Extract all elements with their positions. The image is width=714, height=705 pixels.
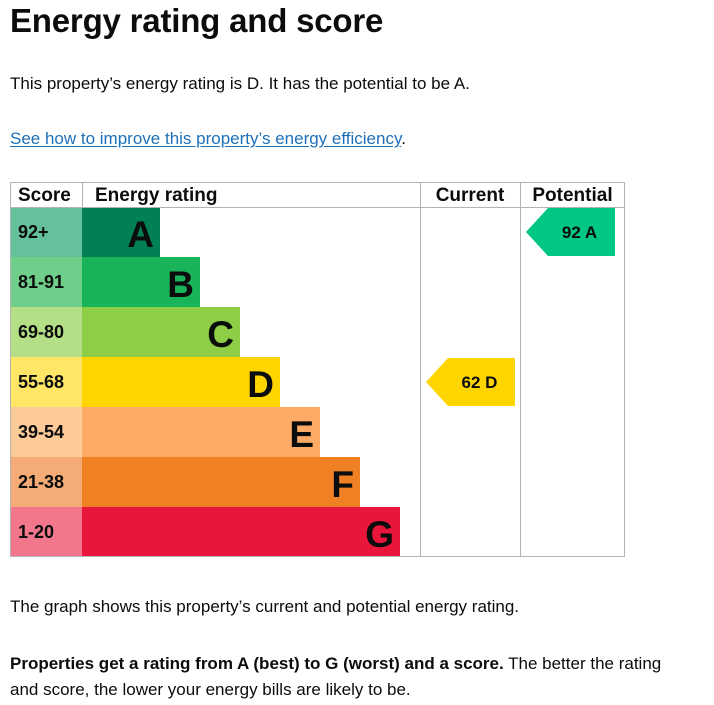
score-range-d: 55-68: [18, 372, 64, 392]
improve-line: See how to improve this property’s energ…: [10, 129, 406, 149]
current-arrow: [426, 358, 515, 406]
rating-letter-e: E: [289, 414, 314, 455]
score-cell-b: [10, 257, 82, 307]
score-range-f: 21-38: [18, 472, 64, 492]
rating-column-header: Energy rating: [95, 185, 217, 206]
score-cell-d: [10, 357, 82, 407]
graph-note: The graph shows this property’s current …: [10, 597, 520, 616]
rating-bar-g: [82, 507, 400, 557]
rating-note-rest: The better the rating and score, the low…: [10, 654, 662, 699]
score-cell-c: [10, 307, 82, 357]
improve-efficiency-link[interactable]: See how to improve this property’s energ…: [10, 129, 402, 148]
potential-column-header: Potential: [532, 185, 612, 206]
rating-letter-d: D: [247, 364, 274, 405]
rating-note-bold: Properties get a rating from A (best) to…: [10, 654, 504, 673]
score-range-c: 69-80: [18, 322, 64, 342]
rating-letter-b: B: [167, 264, 194, 305]
current-column-header: Current: [436, 185, 505, 206]
score-cell-g: [10, 507, 82, 557]
chart-border: [10, 182, 625, 557]
energy-rating-chart: Score Energy rating Current Potential 92+ A 81…: [10, 182, 625, 557]
rating-letter-c: C: [207, 314, 234, 355]
score-cell-e: [10, 407, 82, 457]
rating-bar-f: [82, 457, 360, 507]
score-cell-f: [10, 457, 82, 507]
rating-bar-e: [82, 407, 320, 457]
rating-letter-a: A: [127, 214, 154, 255]
improve-suffix: .: [401, 129, 406, 148]
score-range-g: 1-20: [18, 522, 54, 542]
rating-bar-a: [82, 207, 160, 257]
score-range-b: 81-91: [18, 272, 64, 292]
current-rating-label: 62 D: [462, 373, 498, 392]
rating-letter-g: G: [365, 514, 394, 555]
rating-summary: This property’s energy rating is D. It h…: [10, 74, 470, 93]
rating-bar-d: [82, 357, 280, 407]
score-column-header: Score: [18, 185, 71, 206]
page-title: Energy rating and score: [10, 2, 384, 39]
potential-rating-label: 92 A: [562, 223, 597, 242]
potential-arrow: [526, 208, 615, 256]
rating-letter-f: F: [331, 464, 354, 505]
rating-note: Properties get a rating from A (best) to…: [10, 651, 690, 703]
rating-bar-c: [82, 307, 240, 357]
score-cell-a: [10, 207, 82, 257]
score-range-a: 92+: [18, 222, 49, 242]
score-range-e: 39-54: [18, 422, 64, 442]
rating-bar-b: [82, 257, 200, 307]
